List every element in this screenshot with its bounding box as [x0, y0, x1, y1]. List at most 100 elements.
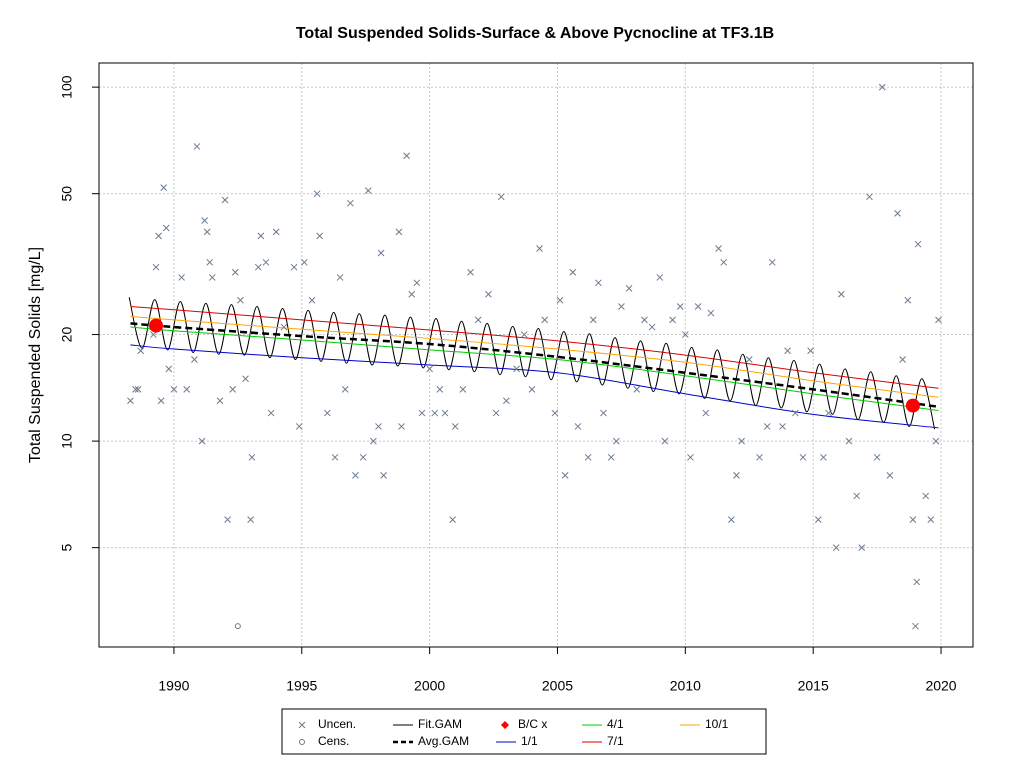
data-point [193, 143, 201, 150]
data-point [431, 409, 439, 417]
data-point [681, 331, 689, 338]
data-point [720, 258, 728, 266]
plot-frame [98, 62, 974, 648]
data-point [290, 263, 298, 271]
data-point [922, 492, 930, 500]
legend-label: 7/1 [607, 734, 624, 748]
data-point [837, 290, 845, 298]
legend: Uncen. Cens. Fit.GAM Avg.GAM B/C x 1/1 4/1 7/1 1… [298, 717, 729, 748]
data-point [814, 516, 822, 523]
data-point [221, 196, 229, 204]
y-tick-label: 100 [59, 75, 75, 99]
data-point [323, 409, 331, 417]
data-point [625, 285, 633, 292]
data-point [451, 423, 459, 430]
data-point [536, 245, 543, 252]
data-point [308, 296, 316, 304]
data-point [413, 279, 421, 287]
data-point [878, 83, 886, 91]
data-point [768, 258, 776, 266]
data-point [231, 268, 239, 276]
data-point [408, 290, 416, 298]
data-point [728, 516, 735, 523]
data-point [208, 274, 216, 281]
data-point [492, 409, 500, 417]
legend-label: 1/1 [521, 734, 538, 748]
data-point [132, 386, 139, 393]
legend-label: 10/1 [705, 717, 729, 731]
series-line [130, 322, 939, 409]
data-point [359, 453, 367, 461]
plot-data [127, 83, 942, 630]
data-point [799, 453, 807, 461]
data-point [370, 437, 377, 445]
data-point [935, 316, 942, 324]
x-tick-label: 2015 [798, 678, 829, 694]
data-point [352, 472, 359, 479]
data-point [561, 472, 569, 479]
data-point [595, 279, 602, 287]
data-point [905, 398, 920, 413]
data-point [280, 323, 288, 331]
data-point [375, 423, 382, 430]
data-point [485, 290, 492, 298]
data-point [426, 365, 433, 373]
y-tick-label: 10 [59, 433, 75, 449]
data-point [257, 232, 265, 240]
data-point [791, 409, 799, 417]
data-point [152, 263, 160, 271]
data-point [229, 386, 237, 393]
data-point [441, 409, 449, 417]
legend-label: B/C x [518, 717, 547, 731]
data-point [612, 437, 620, 445]
series-line [130, 344, 939, 429]
data-point [398, 423, 405, 430]
data-point [820, 453, 827, 461]
data-point [183, 386, 191, 393]
data-point [237, 296, 244, 304]
data-point [551, 409, 559, 417]
data-point [127, 397, 134, 405]
data-point [589, 316, 597, 324]
data-point [694, 303, 702, 310]
data-point [134, 386, 142, 393]
data-point [633, 386, 641, 393]
data-point [248, 453, 256, 461]
data-point [807, 347, 814, 355]
legend-label: Uncen. [318, 717, 356, 731]
data-point [436, 386, 444, 393]
data-point [459, 386, 467, 393]
data-point [779, 423, 786, 430]
data-point [541, 316, 549, 324]
data-point [347, 199, 354, 207]
x-tick-label: 2010 [670, 678, 701, 694]
y-tick-label: 20 [59, 327, 75, 343]
data-point [756, 453, 763, 461]
data-point [733, 472, 740, 479]
data-point [528, 386, 536, 393]
data-point [267, 409, 275, 417]
data-point [149, 318, 164, 333]
data-point [313, 190, 321, 198]
legend-label: Cens. [318, 734, 349, 748]
data-point [914, 240, 922, 248]
data-point [380, 472, 387, 479]
data-point [661, 437, 669, 445]
data-point [648, 323, 656, 331]
x-tick-label: 2020 [925, 678, 956, 694]
data-point [191, 356, 198, 363]
data-point [687, 453, 694, 461]
data-point [927, 516, 935, 523]
data-point [866, 193, 873, 201]
data-point [224, 516, 231, 523]
data-point [913, 578, 921, 586]
data-point [904, 296, 912, 304]
legend-label: Fit.GAM [418, 717, 462, 731]
legend-symbol [299, 739, 305, 745]
data-point [502, 397, 510, 405]
data-point [873, 453, 881, 461]
data-point [155, 232, 162, 240]
data-point [418, 409, 426, 417]
x-tick-label: 1995 [286, 678, 317, 694]
data-point [206, 258, 214, 266]
